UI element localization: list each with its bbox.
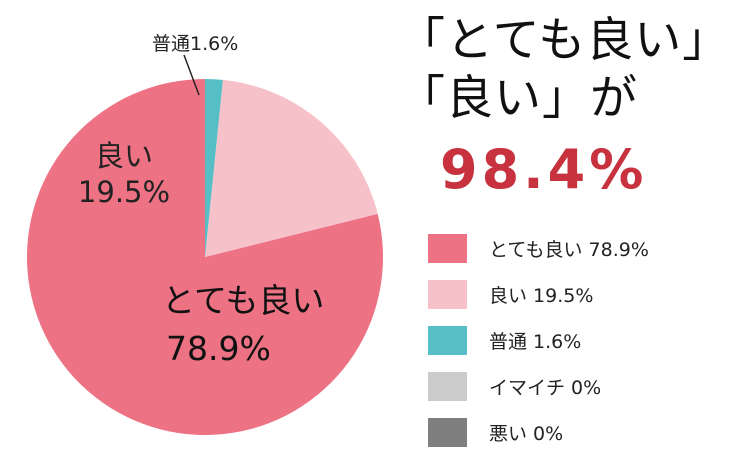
slice-label-yoi: 良い bbox=[95, 139, 153, 173]
headline: 「とても良い」 「良い」が bbox=[398, 12, 738, 128]
legend-swatch-warui bbox=[428, 417, 467, 447]
legend-item-totemo-yoi: とても良い 78.9% bbox=[428, 225, 649, 271]
legend-swatch-totemo-yoi bbox=[428, 233, 467, 263]
legend-swatch-yoi bbox=[428, 279, 467, 309]
legend-item-imaichi: イマイチ 0% bbox=[428, 363, 649, 409]
callout-leader-line bbox=[183, 54, 200, 96]
legend-swatch-imaichi bbox=[428, 371, 467, 401]
legend-item-futsu: 普通 1.6% bbox=[428, 317, 649, 363]
slice-label-totemo-yoi: とても良い bbox=[162, 281, 324, 320]
legend-label-totemo-yoi: とても良い 78.9% bbox=[489, 238, 649, 261]
legend-label-futsu: 普通 1.6% bbox=[489, 330, 582, 353]
legend-swatch-futsu bbox=[428, 325, 467, 355]
legend-label-yoi: 良い 19.5% bbox=[489, 284, 594, 307]
slice-label-futsu: 普通1.6% bbox=[152, 33, 238, 55]
slice-pct-yoi: 19.5% bbox=[78, 175, 170, 209]
headline-percentage: 98.4% bbox=[440, 138, 648, 201]
legend-label-imaichi: イマイチ 0% bbox=[489, 376, 602, 399]
slice-pct-totemo-yoi: 78.9% bbox=[166, 329, 271, 368]
legend-item-warui: 悪い 0% bbox=[428, 409, 649, 455]
pie-slices bbox=[26, 79, 383, 436]
pie-slice-0 bbox=[26, 79, 383, 436]
headline-line-1: 「とても良い」 bbox=[398, 13, 731, 68]
headline-line-2: 「良い」が bbox=[398, 71, 638, 126]
legend-item-yoi: 良い 19.5% bbox=[428, 271, 649, 317]
pie-slice-1 bbox=[205, 79, 378, 258]
legend: とても良い 78.9% 良い 19.5% 普通 1.6% イマイチ 0% 悪い … bbox=[428, 225, 649, 455]
pie-slice-2 bbox=[205, 79, 223, 257]
legend-label-warui: 悪い 0% bbox=[489, 422, 564, 445]
